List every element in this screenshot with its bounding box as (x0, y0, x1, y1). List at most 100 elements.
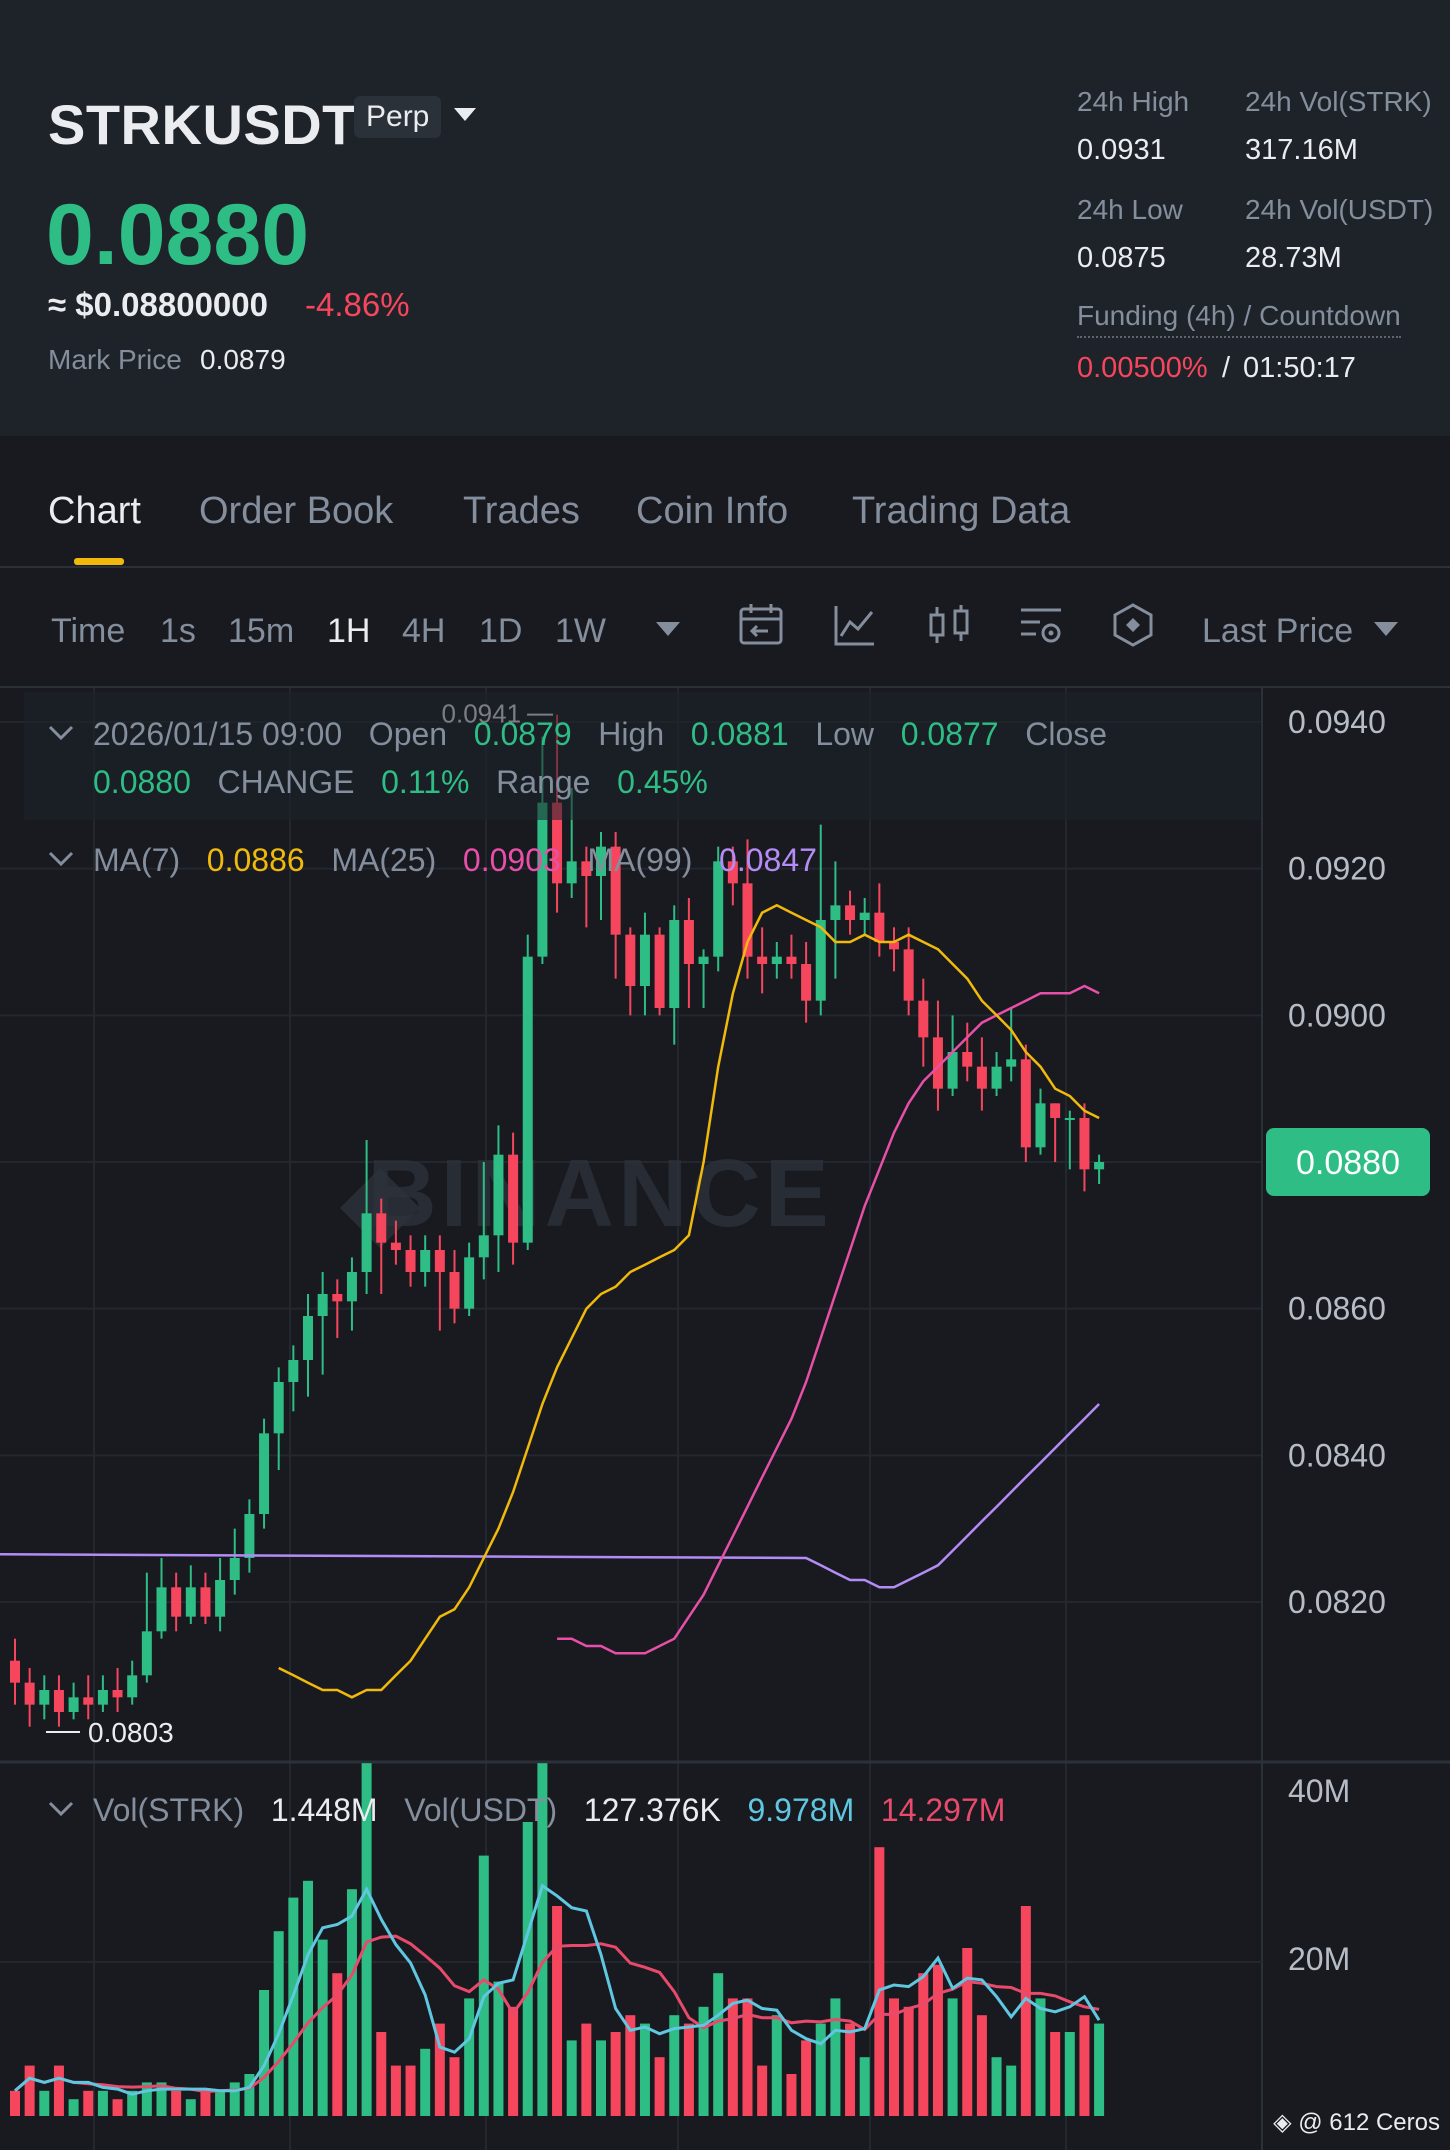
vol-quote-label: Vol(USDT) (404, 1792, 558, 1828)
ma99-line (0, 1403, 1100, 1589)
calendar-icon[interactable] (738, 602, 784, 648)
price-axis: 0.0940 0.0920 0.0900 0.0860 0.0840 0.0820 40M 2… (1288, 704, 1386, 1977)
volume-bar (1035, 1998, 1046, 2116)
contract-type-badge[interactable]: Perp (354, 96, 442, 138)
vol-ma-b-value: 14.297M (880, 1792, 1006, 1828)
interval-15m[interactable]: 15m (228, 612, 295, 650)
ohlc-close: 0.0880 (93, 764, 191, 800)
candle-up (215, 1580, 226, 1617)
candle-down (390, 1242, 401, 1250)
mark-price-label: Mark Price (48, 344, 182, 375)
ohlc-open: 0.0879 (473, 716, 572, 752)
interval-time[interactable]: Time (51, 612, 126, 650)
volume-bar (288, 1897, 299, 2116)
candle-down (332, 1294, 343, 1302)
interval-1w[interactable]: 1W (555, 612, 606, 650)
volume-bar (874, 1847, 885, 2116)
ma99-value: 0.0847 (719, 842, 817, 878)
interval-1h[interactable]: 1H (327, 612, 371, 650)
volume-axis-label: 40M (1288, 1773, 1350, 1809)
market-header (0, 0, 1450, 436)
volume-bars (10, 1763, 1105, 2116)
tab-coin-info[interactable]: Coin Info (636, 490, 789, 532)
candle-up (346, 1272, 357, 1302)
tab-trades[interactable]: Trades (463, 490, 580, 532)
price-axis-label: 0.0840 (1288, 1437, 1386, 1473)
candle-up (361, 1213, 372, 1272)
volume-legend: Vol(STRK) 1.448M Vol(USDT) 127.376K 9.97… (93, 1792, 1005, 1829)
candle-up (991, 1066, 1002, 1089)
ohlc-collapse-chevron-icon[interactable] (48, 724, 74, 742)
candle-up (185, 1587, 196, 1617)
funding-separator: / (1222, 352, 1231, 384)
volume-bar (1050, 2032, 1061, 2116)
volume-bar (346, 1889, 357, 2116)
ma-lines (0, 903, 1100, 1699)
volume-bar (39, 2090, 50, 2116)
candle-up (156, 1587, 167, 1632)
tab-chart[interactable]: Chart (48, 490, 141, 532)
volume-bar (947, 1998, 958, 2116)
candle-up (68, 1697, 79, 1712)
candle-up (566, 861, 577, 884)
candle-down (24, 1682, 35, 1705)
usd-price: ≈ $0.08800000 (48, 286, 268, 323)
ma-collapse-chevron-icon[interactable] (48, 850, 74, 868)
candle-up (317, 1294, 328, 1316)
depth-icon[interactable] (1110, 602, 1156, 648)
price-type-select[interactable]: Last Price (1202, 612, 1354, 650)
vol-quote-value: 127.376K (583, 1792, 721, 1828)
current-price-tag-label: 0.0880 (1296, 1144, 1400, 1182)
chart-settings-icon[interactable] (1018, 602, 1064, 648)
volume-bar (303, 1880, 313, 2116)
interval-4h[interactable]: 4H (402, 612, 446, 650)
symbol-title[interactable]: STRKUSDT (48, 93, 357, 156)
candle-down (171, 1587, 182, 1617)
candle-style-icon[interactable] (926, 602, 972, 648)
tab-order-book[interactable]: Order Book (199, 490, 394, 532)
volume-bar (845, 2023, 856, 2116)
volume-bar (405, 2065, 416, 2116)
price-axis-label: 0.0860 (1288, 1291, 1386, 1327)
candle-down (727, 861, 738, 884)
price-axis-label: 0.0900 (1288, 997, 1386, 1033)
price-type-caret-icon[interactable] (1374, 622, 1398, 636)
funding-label[interactable]: Funding (4h) / Countdown (1077, 300, 1401, 338)
interval-1d[interactable]: 1D (479, 612, 523, 650)
volume-bar (976, 2015, 987, 2116)
indicator-icon[interactable] (832, 602, 878, 648)
candle-up (420, 1250, 431, 1272)
volume-bar (361, 1763, 372, 2116)
price-chart[interactable]: BINANCE 0.09400.09200.09000.08600.08400.… (0, 688, 1450, 2150)
candle-up (464, 1257, 475, 1309)
candle-up (859, 912, 870, 920)
candle-up (229, 1558, 240, 1580)
tab-trading-data[interactable]: Trading Data (852, 490, 1071, 532)
binance-logo-icon (340, 1168, 420, 1248)
more-intervals-caret-icon[interactable] (656, 622, 680, 636)
volume-bar (185, 2099, 196, 2116)
ma-legend: MA(7) 0.0886 MA(25) 0.0903 MA(99) 0.0847 (93, 842, 817, 879)
ma25-line (557, 984, 1100, 1655)
symbol-dropdown-caret-icon[interactable] (454, 108, 476, 121)
candle-down (757, 956, 768, 964)
volume-bar (24, 2065, 35, 2116)
candle-down (845, 905, 856, 920)
interval-1s[interactable]: 1s (160, 612, 196, 650)
watermark: BINANCE (367, 1140, 832, 1247)
candle-down (1079, 1118, 1090, 1170)
candle-down (918, 1000, 929, 1038)
candle-down (742, 883, 753, 957)
candle-up (1035, 1103, 1046, 1148)
vol-base-label: Vol(STRK) (93, 1792, 245, 1828)
volume-bar (654, 2057, 665, 2116)
vol-collapse-chevron-icon[interactable] (48, 1800, 74, 1818)
volume-ma-a-line (14, 1883, 1101, 2096)
ohlc-panel (24, 692, 1260, 820)
volume-bar (639, 2023, 650, 2116)
volume-bar (273, 1931, 284, 2116)
volume-bar (932, 1964, 943, 2116)
candle-up (259, 1433, 270, 1514)
volume-bar (991, 2057, 1002, 2116)
volume-bar (889, 1998, 899, 2116)
